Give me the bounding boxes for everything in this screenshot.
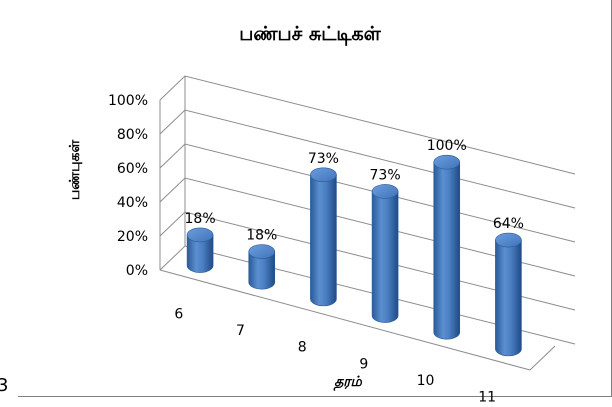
bar [310,167,337,307]
y-tick-label: 60% [117,161,148,177]
y-tick-label: 0% [126,263,148,279]
gridline [159,109,576,209]
y-axis-tick-labels: 0% 20% 40% 60% 80% 100% [108,93,148,279]
x-tick-label: 6 [174,306,183,322]
bar-cap [186,227,214,243]
bars [186,154,522,357]
y-axis-title: பண்புகள் [67,140,83,201]
data-label: 73% [308,151,339,167]
bar-body [310,174,337,307]
bar-body [371,191,399,323]
floor-right-edge [529,345,556,371]
data-label: 73% [370,167,401,183]
y-tick-label: 100% [108,93,148,109]
y-tick-label: 20% [117,229,148,245]
x-tick-label: 9 [359,356,368,372]
gridline [159,75,576,175]
data-label: 64% [493,216,524,232]
bar-cap [371,184,399,199]
bar-body [433,161,461,340]
x-axis-tick-labels: 6 7 8 9 10 11 [174,306,496,405]
bar-cap [433,154,461,170]
bar [248,244,276,290]
data-label: 18% [246,228,277,244]
data-label: 18% [185,211,216,227]
bar [371,184,399,323]
bar [495,232,522,357]
x-tick-label: 11 [478,390,496,406]
bar-body [186,234,214,273]
bar-cap [495,232,522,248]
bar-body [248,251,276,290]
bar [186,227,214,273]
data-label: 100% [427,138,467,154]
bar [433,154,461,340]
chart-title: பண்பச் சுட்டிகள் [239,23,381,45]
x-tick-label: 7 [236,323,245,339]
x-tick-label: 10 [417,373,435,389]
corner-mark: 3 [0,375,8,396]
y-tick-label: 40% [117,195,148,211]
y-tick-label: 80% [117,127,148,143]
x-tick-label: 8 [298,340,307,356]
x-axis-title: தரம் [333,374,362,391]
axes [159,76,556,371]
data-labels: 18% 18% 73% 73% 100% 64% [185,138,524,243]
bar-cap [310,167,337,183]
bar-cap [248,244,276,259]
bar-body [495,239,522,357]
x-axis-line [159,269,531,371]
